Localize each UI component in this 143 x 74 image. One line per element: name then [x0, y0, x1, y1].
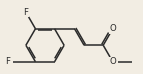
- Text: F: F: [23, 8, 28, 17]
- Text: O: O: [109, 24, 116, 33]
- Text: O: O: [109, 57, 116, 66]
- Text: F: F: [5, 57, 10, 66]
